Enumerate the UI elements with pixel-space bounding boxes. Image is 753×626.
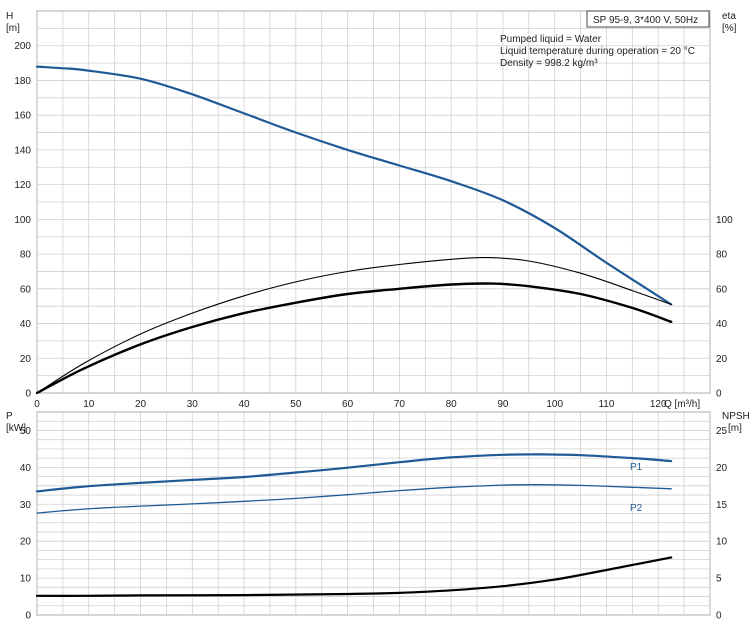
top-panel-xtick: 60 xyxy=(342,399,354,410)
top-panel-ytick-right: 60 xyxy=(716,284,728,295)
bottom-ylabel-right-line1: NPSH xyxy=(722,411,750,422)
bottom-panel-ytick-right: 15 xyxy=(716,500,728,511)
series-label-p2: P2 xyxy=(630,503,643,514)
efficiency-curve-lower xyxy=(35,282,673,395)
head-curve xyxy=(35,65,673,306)
top-panel-ytick-left: 180 xyxy=(14,76,31,87)
top-panel-ytick-left: 160 xyxy=(14,111,31,122)
top-panel-ytick-left: 80 xyxy=(20,250,32,261)
top-panel-ytick-left: 20 xyxy=(20,354,32,365)
top-panel-ytick-left: 140 xyxy=(14,145,31,156)
top-panel-xtick: 20 xyxy=(135,399,147,410)
top-panel-xtick: 0 xyxy=(34,399,40,410)
top-panel-ytick-right: 80 xyxy=(716,250,728,261)
bottom-panel-ytick-right: 20 xyxy=(716,463,728,474)
bottom-panel-series xyxy=(35,453,673,597)
bottom-panel-ytick-left: 40 xyxy=(20,463,32,474)
top-panel-xtick: 50 xyxy=(290,399,302,410)
top-panel-xtick: 100 xyxy=(546,399,563,410)
bottom-panel-tick-labels: 0 10 20 30 40 50 0 5 10 15 20 25 xyxy=(20,426,728,622)
top-panel-xtick: 110 xyxy=(598,399,614,410)
bottom-ylabel-left-line1: P xyxy=(6,411,13,422)
bottom-panel-ytick-right: 5 xyxy=(716,574,722,585)
bottom-panel-ytick-left: 10 xyxy=(20,574,32,585)
note-liquid-temperature: Liquid temperature during operation = 20… xyxy=(500,46,695,57)
top-panel-ytick-left: 40 xyxy=(20,319,32,330)
note-density: Density = 998.2 kg/m³ xyxy=(500,58,598,69)
p1-power-curve xyxy=(35,453,673,493)
bottom-panel-ytick-left: 50 xyxy=(20,426,32,437)
top-panel-tick-labels: 0 20 40 60 80 100 120 140 160 180 200 0 20 40 60 80 100 0… xyxy=(14,41,733,410)
top-panel-ytick-left: 100 xyxy=(14,215,31,226)
title-box xyxy=(586,10,710,28)
bottom-ylabel-left-line2: [kW] xyxy=(6,423,26,434)
top-panel-xtick: 90 xyxy=(497,399,509,410)
top-ylabel-left-line1: H xyxy=(6,11,13,22)
top-panel-xtick: 70 xyxy=(394,399,406,410)
bottom-panel-ytick-right: 10 xyxy=(716,537,728,548)
top-xlabel: Q [m³/h] xyxy=(664,399,700,410)
top-panel-series xyxy=(35,65,673,395)
bottom-panel-ytick-left: 20 xyxy=(20,537,32,548)
efficiency-curve-upper xyxy=(36,256,672,394)
top-ylabel-right-line2: [%] xyxy=(722,23,737,34)
top-panel-ytick-left: 120 xyxy=(14,180,31,191)
top-panel-ytick-left: 60 xyxy=(20,284,32,295)
top-panel-ytick-left: 0 xyxy=(25,389,31,400)
top-panel-ytick-right: 100 xyxy=(716,215,733,226)
top-panel-ytick-right: 0 xyxy=(716,389,722,400)
top-panel-xtick: 30 xyxy=(187,399,199,410)
bottom-panel-ytick-left: 30 xyxy=(20,500,32,511)
bottom-panel-ytick-left: 0 xyxy=(25,611,31,622)
top-panel-xtick: 10 xyxy=(83,399,95,410)
top-panel-ytick-right: 40 xyxy=(716,319,728,330)
bottom-ylabel-right-line2: [m] xyxy=(728,423,742,434)
top-panel-ytick-right: 20 xyxy=(716,354,728,365)
bottom-panel-grid xyxy=(36,411,711,616)
top-ylabel-left-line2: [m] xyxy=(6,23,20,34)
p2-power-curve xyxy=(36,484,672,514)
top-ylabel-right-line1: eta xyxy=(722,11,736,22)
bottom-panel-ytick-right: 25 xyxy=(716,426,728,437)
top-panel-xtick: 40 xyxy=(239,399,251,410)
note-pumped-liquid: Pumped liquid = Water xyxy=(500,34,602,45)
top-panel-xtick: 80 xyxy=(446,399,458,410)
top-panel-xtick: 120 xyxy=(650,399,667,410)
chart-title: SP 95-9, 3*400 V, 50Hz xyxy=(593,15,698,26)
series-label-p1: P1 xyxy=(630,462,643,473)
top-panel-ytick-left: 200 xyxy=(14,41,31,52)
bottom-panel-ytick-right: 0 xyxy=(716,611,722,622)
npsh-curve xyxy=(35,556,673,597)
top-panel-grid xyxy=(36,10,711,394)
